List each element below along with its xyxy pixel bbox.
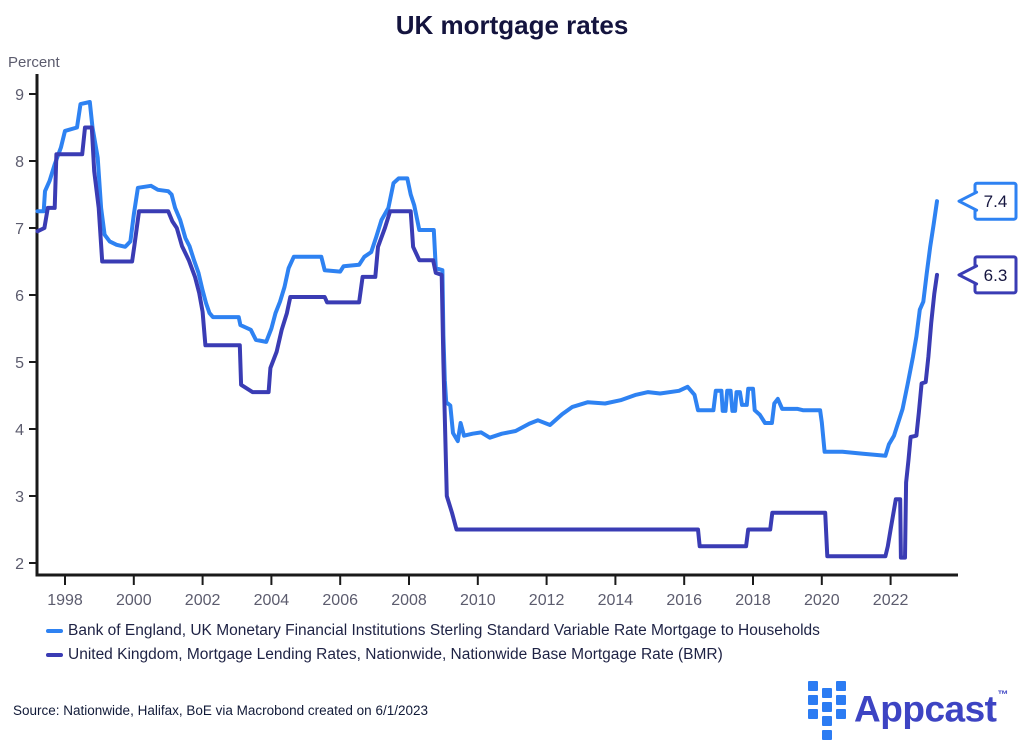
svg-text:2020: 2020 bbox=[804, 592, 840, 609]
appcast-logo: Appcast™ bbox=[808, 681, 1008, 744]
svg-text:2: 2 bbox=[15, 556, 24, 573]
svg-text:1998: 1998 bbox=[47, 592, 83, 609]
svg-text:9: 9 bbox=[15, 87, 24, 104]
svg-text:2012: 2012 bbox=[529, 592, 565, 609]
svg-text:2004: 2004 bbox=[254, 592, 290, 609]
svg-text:2008: 2008 bbox=[391, 592, 427, 609]
svg-text:8: 8 bbox=[15, 154, 24, 171]
appcast-squares-icon bbox=[808, 681, 847, 744]
svg-text:5: 5 bbox=[15, 355, 24, 372]
source-note: Source: Nationwide, Halifax, BoE via Mac… bbox=[13, 703, 428, 718]
legend-swatch-nationwide bbox=[46, 652, 63, 658]
svg-text:3: 3 bbox=[15, 489, 24, 506]
svg-text:6: 6 bbox=[15, 288, 24, 305]
svg-text:2018: 2018 bbox=[735, 592, 771, 609]
y-axis-unit-label: Percent bbox=[8, 54, 60, 71]
legend-item-nationwide: United Kingdom, Mortgage Lending Rates, … bbox=[46, 646, 820, 664]
svg-text:2010: 2010 bbox=[460, 592, 496, 609]
svg-text:2000: 2000 bbox=[116, 592, 152, 609]
legend-item-boe: Bank of England, UK Monetary Financial I… bbox=[46, 622, 820, 640]
svg-text:2002: 2002 bbox=[185, 592, 221, 609]
svg-text:2022: 2022 bbox=[873, 592, 909, 609]
legend-label-nationwide: United Kingdom, Mortgage Lending Rates, … bbox=[68, 646, 723, 663]
svg-text:2014: 2014 bbox=[598, 592, 634, 609]
legend: Bank of England, UK Monetary Financial I… bbox=[46, 622, 820, 664]
appcast-wordmark: Appcast™ bbox=[854, 688, 1009, 730]
legend-label-boe: Bank of England, UK Monetary Financial I… bbox=[68, 622, 820, 639]
svg-text:7.4: 7.4 bbox=[984, 192, 1008, 211]
svg-text:4: 4 bbox=[15, 422, 24, 439]
page-title: UK mortgage rates bbox=[395, 10, 629, 40]
chart-plot: 2 3 4 5 6 7 8 9 1998 2000 2002 2004 2006 2008 2010 2012… bbox=[15, 74, 1018, 609]
svg-text:2006: 2006 bbox=[322, 592, 358, 609]
svg-text:7: 7 bbox=[15, 221, 24, 238]
svg-text:2016: 2016 bbox=[666, 592, 702, 609]
svg-text:6.3: 6.3 bbox=[984, 266, 1008, 285]
trademark-symbol: ™ bbox=[997, 689, 1009, 701]
legend-swatch-boe bbox=[46, 628, 63, 634]
